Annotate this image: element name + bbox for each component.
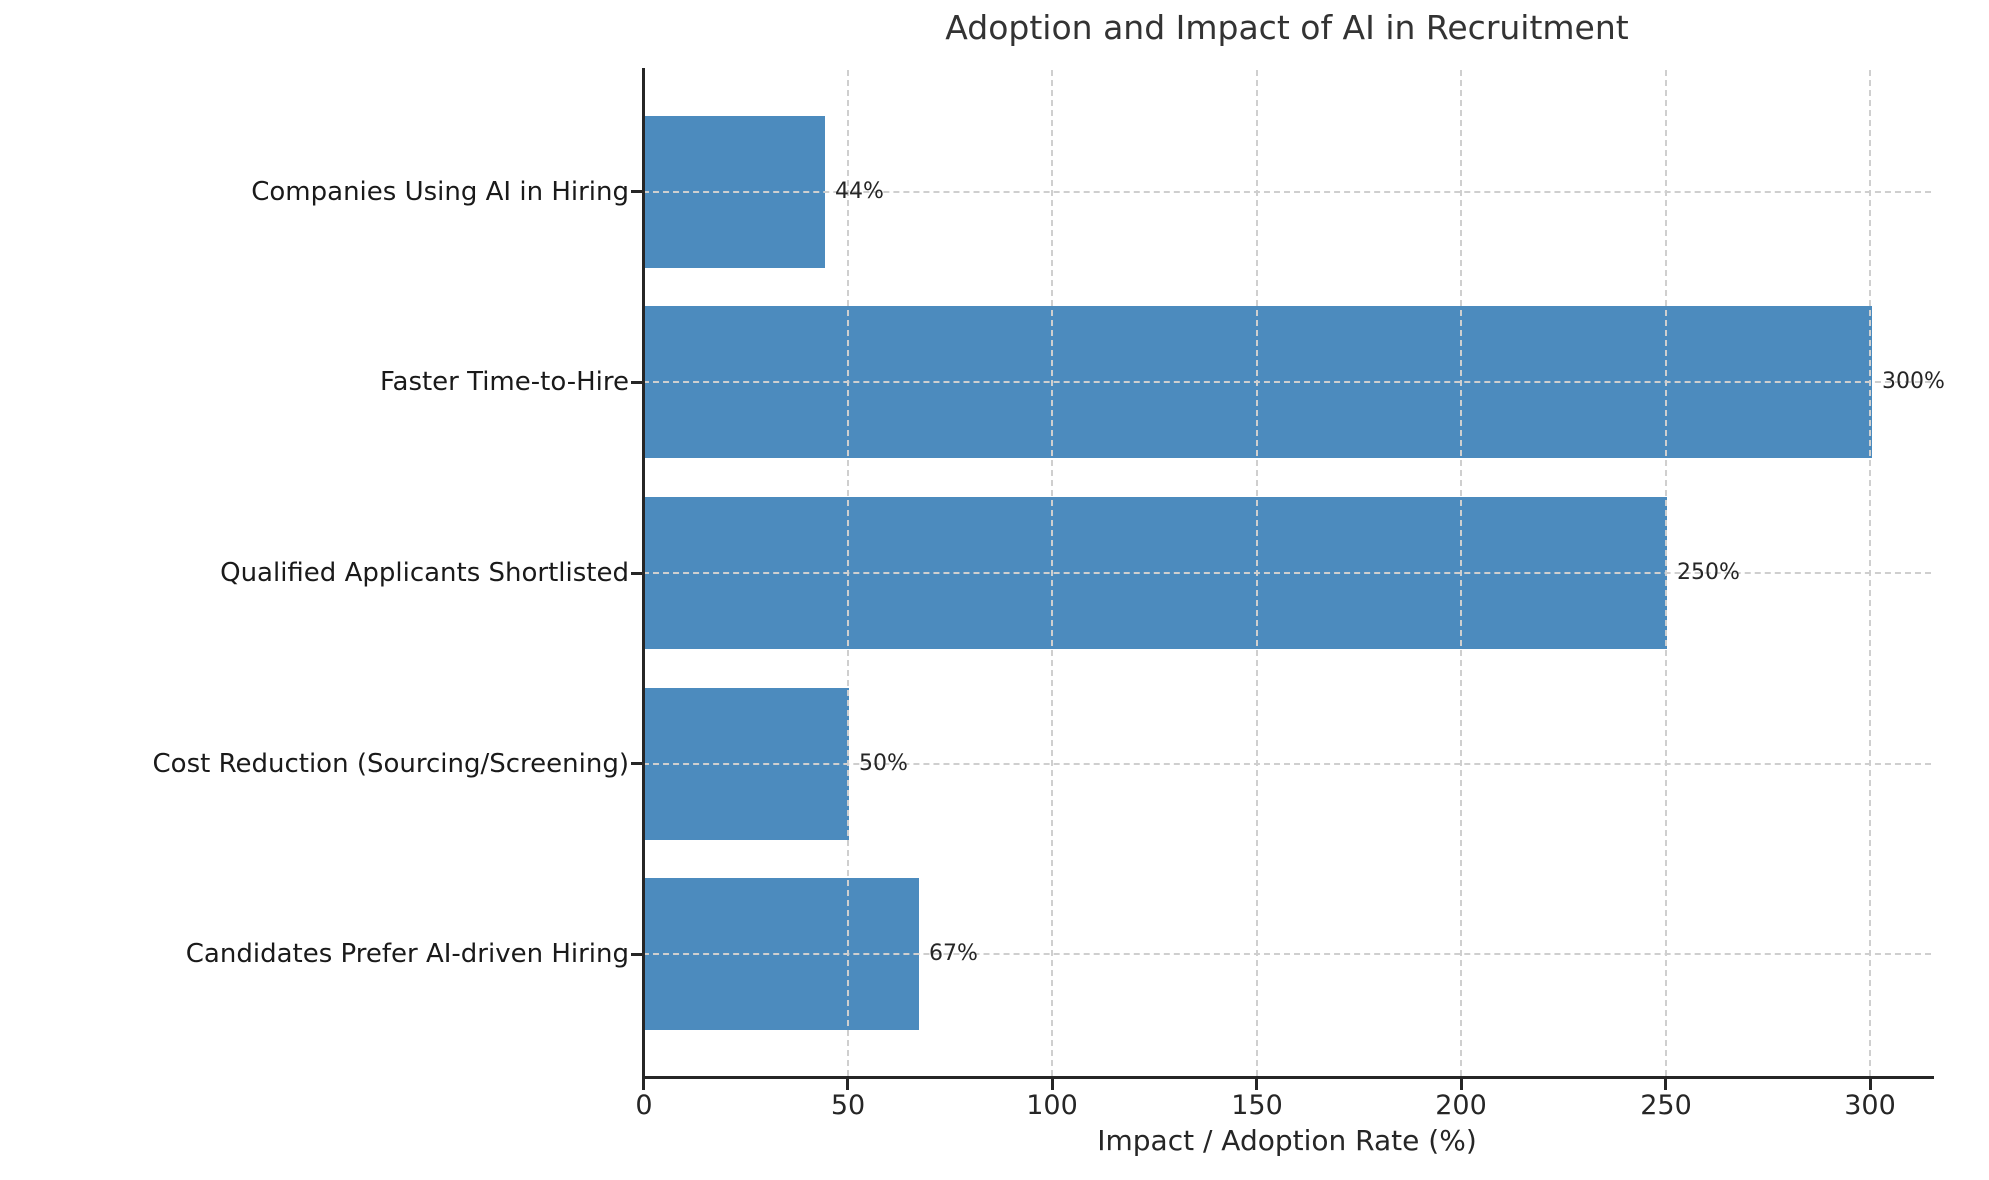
x-tick-mark	[1255, 1079, 1258, 1090]
x-tick-mark	[846, 1079, 849, 1090]
x-axis-label: Impact / Adoption Rate (%)	[1097, 1124, 1477, 1157]
category-label: Qualified Applicants Shortlisted	[220, 558, 629, 588]
gridline-vertical	[1256, 70, 1258, 1076]
gridline-vertical	[1460, 70, 1462, 1076]
y-tick-mark	[631, 953, 642, 956]
x-tick-label: 0	[635, 1090, 653, 1121]
x-tick-label: 50	[830, 1090, 866, 1121]
y-tick-mark	[631, 572, 642, 575]
x-tick-mark	[1664, 1079, 1667, 1090]
bar-value-label: 67%	[929, 941, 978, 966]
category-label: Candidates Prefer AI-driven Hiring	[185, 939, 629, 969]
chart-title: Adoption and Impact of AI in Recruitment	[945, 8, 1629, 47]
category-label: Cost Reduction (Sourcing/Screening)	[152, 749, 629, 779]
category-label: Faster Time-to-Hire	[379, 367, 629, 397]
gridline-horizontal	[643, 191, 1931, 193]
gridline-vertical	[1869, 70, 1871, 1076]
x-tick-mark	[642, 1079, 645, 1090]
gridline-horizontal	[643, 381, 1931, 383]
bar-value-label: 250%	[1677, 560, 1740, 585]
bar-value-label: 44%	[835, 179, 884, 204]
x-tick-mark	[1869, 1079, 1872, 1090]
bar-value-label: 300%	[1882, 369, 1945, 394]
gridline-horizontal	[643, 572, 1931, 574]
x-tick-label: 100	[1026, 1090, 1078, 1121]
x-tick-label: 250	[1640, 1090, 1692, 1121]
y-tick-mark	[631, 381, 642, 384]
category-label: Companies Using AI in Hiring	[251, 177, 629, 207]
x-tick-mark	[1051, 1079, 1054, 1090]
gridline-horizontal	[643, 763, 1931, 765]
gridline-vertical	[1665, 70, 1667, 1076]
x-axis-spine	[642, 1076, 1934, 1079]
gridline-vertical	[1051, 70, 1053, 1076]
x-tick-label: 300	[1844, 1090, 1896, 1121]
y-axis-spine	[642, 68, 645, 1079]
x-tick-label: 150	[1231, 1090, 1283, 1121]
gridline-horizontal	[643, 953, 1931, 955]
y-tick-mark	[631, 762, 642, 765]
x-tick-mark	[1460, 1079, 1463, 1090]
gridline-vertical	[847, 70, 849, 1076]
x-tick-label: 200	[1435, 1090, 1487, 1121]
bar-value-label: 50%	[859, 751, 908, 776]
y-tick-mark	[631, 190, 642, 193]
